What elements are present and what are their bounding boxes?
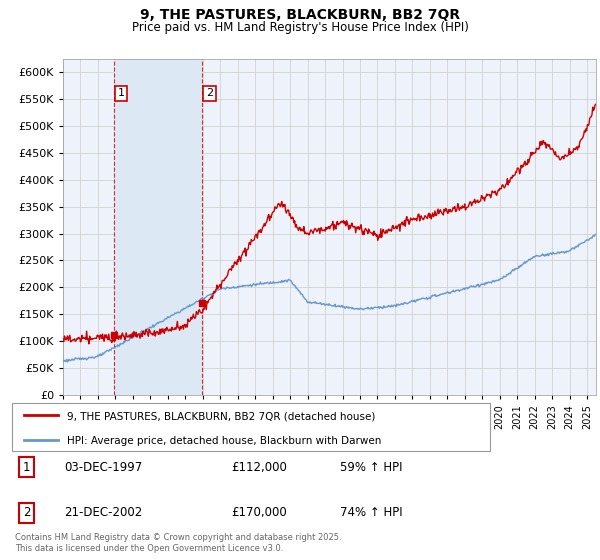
Text: 9, THE PASTURES, BLACKBURN, BB2 7QR (detached house): 9, THE PASTURES, BLACKBURN, BB2 7QR (det… (67, 411, 375, 421)
Text: 21-DEC-2002: 21-DEC-2002 (64, 506, 142, 519)
Text: 1: 1 (23, 461, 30, 474)
Text: £170,000: £170,000 (231, 506, 287, 519)
Text: 2: 2 (206, 88, 213, 99)
Text: Price paid vs. HM Land Registry's House Price Index (HPI): Price paid vs. HM Land Registry's House … (131, 21, 469, 34)
Text: HPI: Average price, detached house, Blackburn with Darwen: HPI: Average price, detached house, Blac… (67, 436, 381, 446)
Text: 03-DEC-1997: 03-DEC-1997 (64, 461, 142, 474)
Text: £112,000: £112,000 (231, 461, 287, 474)
Text: 74% ↑ HPI: 74% ↑ HPI (340, 506, 403, 519)
Bar (114, 59, 202, 395)
Text: 59% ↑ HPI: 59% ↑ HPI (340, 461, 403, 474)
FancyBboxPatch shape (12, 403, 490, 451)
Text: 2: 2 (23, 506, 30, 519)
Text: 1: 1 (118, 88, 125, 99)
Text: 9, THE PASTURES, BLACKBURN, BB2 7QR: 9, THE PASTURES, BLACKBURN, BB2 7QR (140, 8, 460, 22)
Text: Contains HM Land Registry data © Crown copyright and database right 2025.
This d: Contains HM Land Registry data © Crown c… (15, 533, 341, 553)
